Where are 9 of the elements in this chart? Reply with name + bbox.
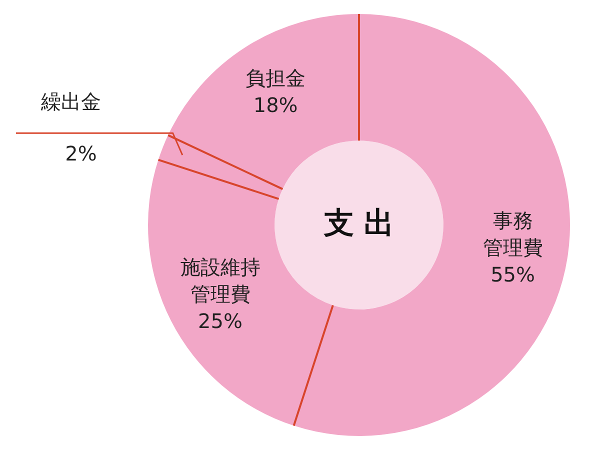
slice-label: 負担金 [246,66,306,90]
data-label: 2% [65,141,97,166]
data-label: 18% [253,93,298,118]
data-label: 55% [490,262,536,287]
data-label: 25% [198,308,242,333]
text: 支 出 [322,206,394,241]
slice-label: 施設維持管理費 [180,254,260,306]
slice-label: 繰出金 [40,89,101,114]
slice-label: 事務管理費 [482,208,543,260]
